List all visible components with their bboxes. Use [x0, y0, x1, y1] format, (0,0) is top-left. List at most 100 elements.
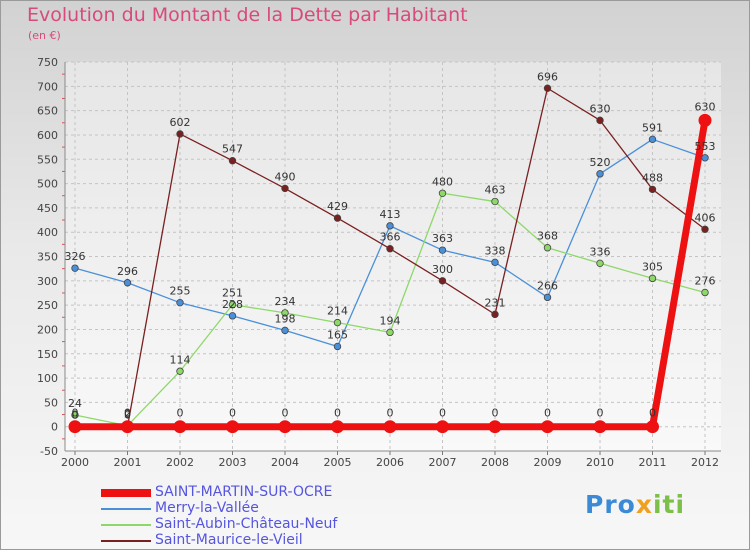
- data-label: 231: [485, 296, 506, 309]
- y-tick-label: 500: [37, 178, 58, 191]
- data-label: 368: [537, 230, 558, 243]
- data-point: [701, 154, 709, 162]
- legend-label: Merry-la-Vallée: [155, 500, 259, 516]
- data-point: [596, 116, 604, 125]
- data-point: [491, 258, 499, 267]
- data-label: 194: [380, 314, 401, 327]
- data-label: 251: [222, 287, 243, 300]
- x-tick-label: 2004: [271, 456, 299, 469]
- data-label: 214: [327, 305, 348, 318]
- y-tick-label: 0: [51, 421, 58, 434]
- data-label: 553: [695, 140, 716, 153]
- data-label: 463: [485, 184, 506, 197]
- data-label: 2: [124, 408, 131, 421]
- axes: -500501001502002503003504004505005506006…: [37, 56, 721, 469]
- y-tick-label: 200: [37, 323, 58, 336]
- y-tick-label: 250: [37, 299, 58, 312]
- legend-swatch-saint-aubin: [101, 524, 151, 526]
- data-label: 520: [590, 156, 611, 169]
- y-tick-label: 450: [37, 202, 58, 215]
- data-point: [281, 184, 289, 193]
- data-point: [278, 420, 292, 434]
- data-point: [436, 420, 449, 434]
- data-point: [228, 300, 237, 309]
- series-lines: [68, 84, 712, 434]
- data-label: 547: [222, 143, 243, 156]
- data-label: 296: [117, 265, 138, 278]
- data-point: [491, 310, 499, 319]
- data-point: [593, 420, 607, 434]
- y-tick-label: 150: [37, 348, 58, 361]
- data-label: 0: [334, 407, 341, 420]
- data-point: [68, 420, 82, 434]
- x-tick-label: 2008: [481, 456, 509, 469]
- data-label: 630: [695, 100, 716, 113]
- data-point: [488, 420, 502, 434]
- data-label: 0: [177, 407, 184, 420]
- data-point: [333, 318, 342, 327]
- data-point: [438, 189, 447, 197]
- data-label: 602: [170, 116, 191, 129]
- data-point: [176, 130, 184, 138]
- data-point: [646, 420, 659, 434]
- x-tick-label: 2002: [166, 456, 194, 469]
- x-tick-label: 2001: [114, 456, 142, 469]
- data-label: 429: [327, 200, 348, 213]
- x-tick-label: 2009: [534, 456, 562, 469]
- data-label: 114: [170, 353, 191, 366]
- data-point: [226, 420, 239, 434]
- data-point: [541, 420, 554, 434]
- y-tick-label: -50: [40, 445, 58, 458]
- legend-item-saint-martin: SAINT-MARTIN-SUR-OCRE: [101, 484, 401, 501]
- proxiti-logo: Proxiti: [585, 490, 686, 519]
- data-label: 276: [695, 274, 716, 287]
- data-label: 591: [642, 121, 663, 134]
- data-point: [386, 328, 394, 337]
- chart-title: Evolution du Montant de la Dette par Hab…: [27, 4, 468, 26]
- data-label: 234: [275, 295, 296, 308]
- y-tick-label: 700: [37, 80, 58, 93]
- y-tick-label: 650: [37, 105, 58, 118]
- data-label: 480: [432, 175, 453, 188]
- data-label: 0: [72, 407, 79, 420]
- data-label: 198: [275, 312, 296, 325]
- data-label: 255: [170, 285, 191, 298]
- data-label: 363: [432, 232, 453, 245]
- data-point: [648, 185, 657, 194]
- data-label: 338: [485, 244, 506, 257]
- data-point: [331, 420, 344, 434]
- data-point: [383, 420, 397, 434]
- data-label: 413: [380, 208, 401, 221]
- data-label: 630: [590, 102, 611, 115]
- data-point: [71, 411, 79, 419]
- y-tick-label: 750: [37, 56, 58, 69]
- data-label: 336: [590, 245, 611, 258]
- legend: SAINT-MARTIN-SUR-OCRE Merry-la-Vallée Sa…: [101, 484, 401, 549]
- data-point: [386, 222, 394, 230]
- data-point: [281, 309, 289, 317]
- data-point: [698, 113, 712, 127]
- data-label: 300: [432, 263, 453, 276]
- grid: [65, 61, 721, 452]
- data-label: 165: [327, 328, 348, 341]
- data-point: [121, 420, 134, 434]
- data-label: 305: [642, 260, 663, 273]
- legend-swatch-merry: [101, 508, 151, 510]
- data-label: 228: [222, 298, 243, 311]
- legend-label: SAINT-MARTIN-SUR-OCRE: [155, 484, 333, 500]
- data-point: [333, 214, 342, 222]
- data-label: 0: [124, 407, 131, 420]
- chart-unit: (en €): [28, 29, 61, 42]
- data-label: 0: [439, 407, 446, 420]
- point-labels: 326 296 255 228 198 165 413 363 338 266 520 591 553 2…: [65, 70, 716, 421]
- y-tick-label: 550: [37, 153, 58, 166]
- x-tick-label: 2010: [586, 456, 614, 469]
- data-point: [386, 245, 394, 253]
- x-tick-label: 2003: [219, 456, 247, 469]
- x-tick-label: 2005: [324, 456, 352, 469]
- data-point: [491, 197, 499, 206]
- data-point: [701, 288, 709, 297]
- data-point: [176, 298, 184, 307]
